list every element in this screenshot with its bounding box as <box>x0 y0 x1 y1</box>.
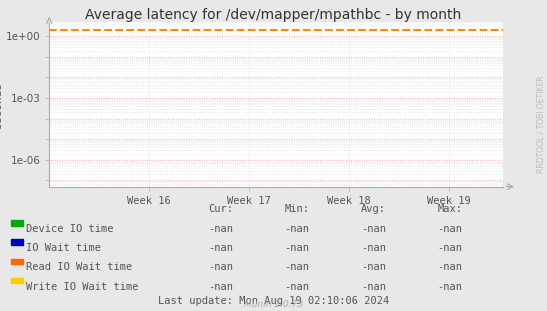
Text: -nan: -nan <box>284 262 310 272</box>
Text: RRDTOOL / TOBI OETIKER: RRDTOOL / TOBI OETIKER <box>537 76 546 173</box>
Text: -nan: -nan <box>361 224 386 234</box>
Text: -nan: -nan <box>361 262 386 272</box>
Text: -nan: -nan <box>438 224 463 234</box>
Text: IO Wait time: IO Wait time <box>26 243 101 253</box>
Text: -nan: -nan <box>284 224 310 234</box>
Text: Write IO Wait time: Write IO Wait time <box>26 282 138 292</box>
Text: -nan: -nan <box>438 262 463 272</box>
Text: -nan: -nan <box>284 243 310 253</box>
Text: Device IO time: Device IO time <box>26 224 113 234</box>
Text: Munin 2.0.73: Munin 2.0.73 <box>244 300 303 309</box>
Text: Max:: Max: <box>438 204 463 214</box>
Text: -nan: -nan <box>208 282 233 292</box>
Text: -nan: -nan <box>208 262 233 272</box>
Text: Avg:: Avg: <box>361 204 386 214</box>
Text: Read IO Wait time: Read IO Wait time <box>26 262 132 272</box>
Y-axis label: seconds: seconds <box>0 81 3 128</box>
Text: Cur:: Cur: <box>208 204 233 214</box>
Text: -nan: -nan <box>208 224 233 234</box>
Text: -nan: -nan <box>438 243 463 253</box>
Text: Average latency for /dev/mapper/mpathbc - by month: Average latency for /dev/mapper/mpathbc … <box>85 8 462 22</box>
Text: -nan: -nan <box>438 282 463 292</box>
Text: -nan: -nan <box>361 282 386 292</box>
Text: Min:: Min: <box>284 204 310 214</box>
Text: -nan: -nan <box>361 243 386 253</box>
Text: Last update: Mon Aug 19 02:10:06 2024: Last update: Mon Aug 19 02:10:06 2024 <box>158 296 389 306</box>
Text: -nan: -nan <box>208 243 233 253</box>
Text: -nan: -nan <box>284 282 310 292</box>
